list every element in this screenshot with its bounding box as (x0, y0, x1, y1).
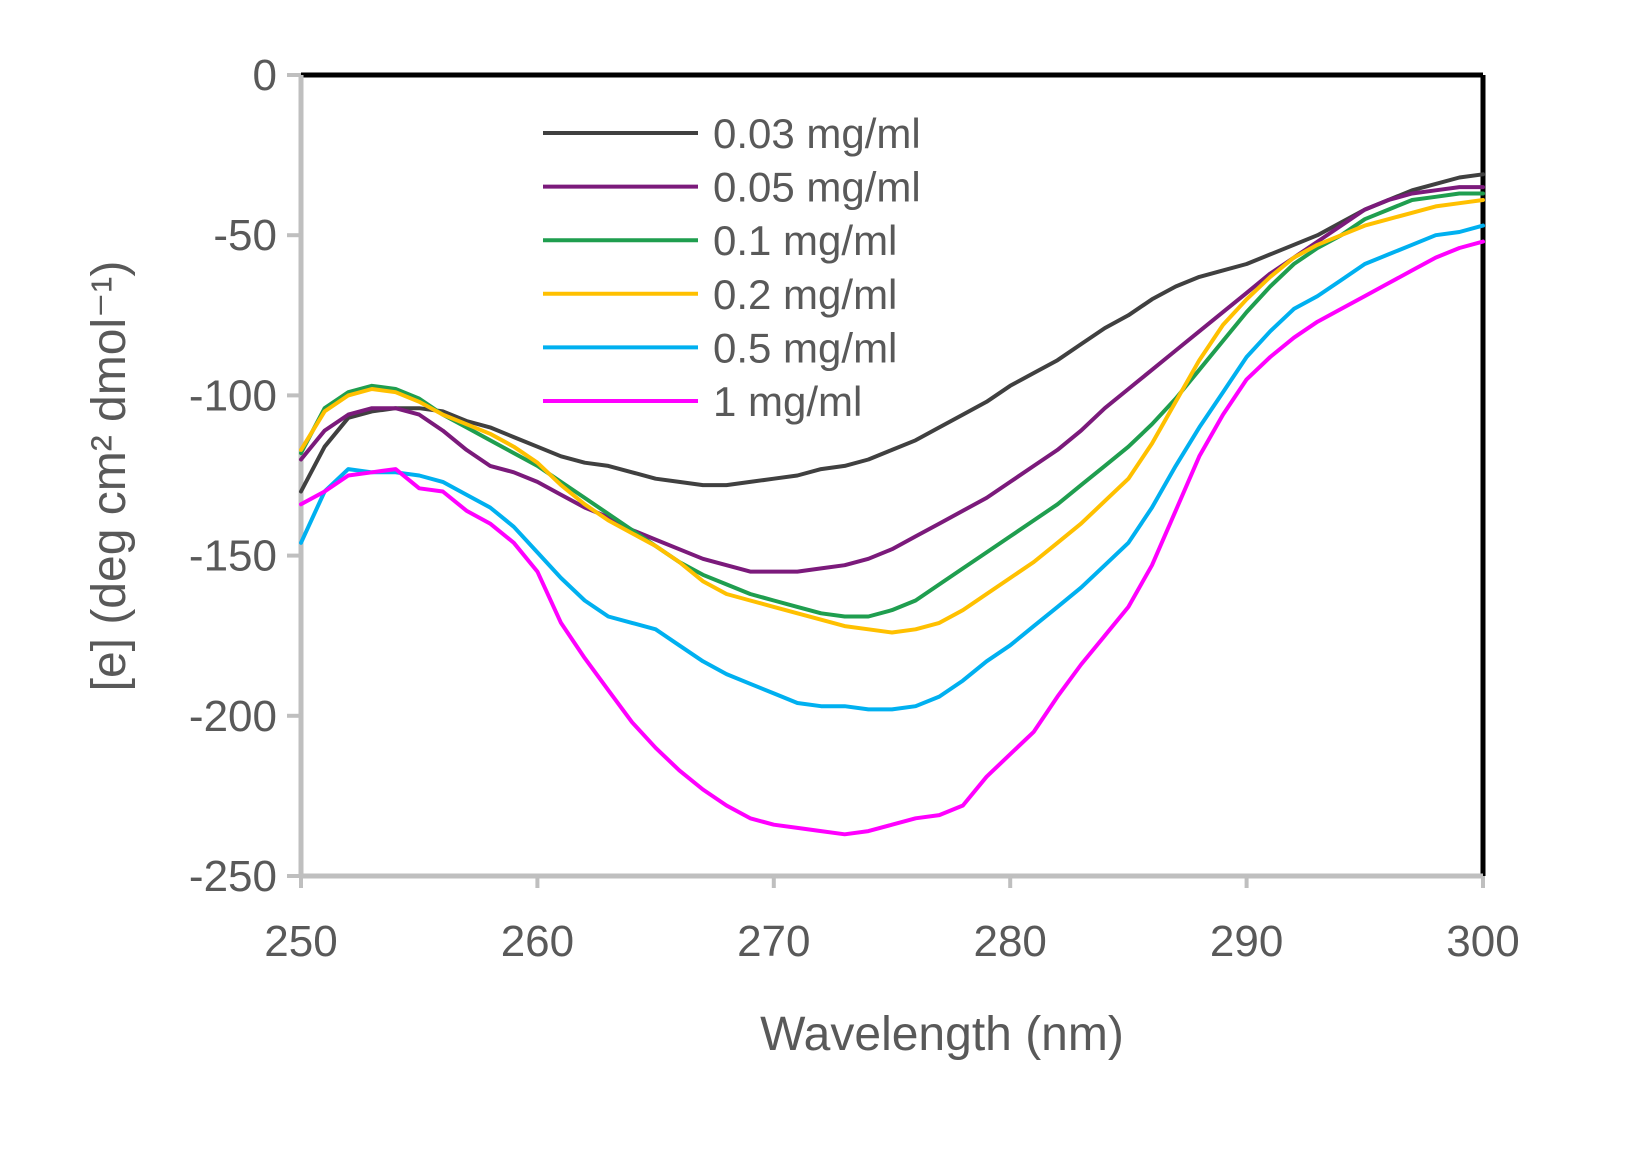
legend-label-0: 0.03 mg/ml (713, 110, 921, 157)
series-line-3 (299, 198, 1485, 635)
y-tick-label: -250 (189, 852, 277, 901)
axis-ticks: 250 260 270 280 290 300 0 -50 -100 -150 -200 -250 (189, 51, 1520, 966)
y-tick-label: -50 (213, 211, 277, 260)
legend-label-4: 0.5 mg/ml (713, 324, 897, 371)
legend-label-3: 0.2 mg/ml (713, 271, 897, 318)
legend: 0.03 mg/ml 0.05 mg/ml 0.1 mg/ml 0.2 mg/ml 0.… (543, 110, 921, 425)
x-tick-label: 250 (264, 917, 337, 966)
x-tick-label: 290 (1210, 917, 1283, 966)
series-line-0 (299, 172, 1485, 494)
legend-label-1: 0.05 mg/ml (713, 164, 921, 211)
x-tick-label: 280 (973, 917, 1046, 966)
y-tick-label: -200 (189, 692, 277, 741)
x-tick-label: 270 (737, 917, 810, 966)
series-lines (299, 172, 1485, 837)
legend-label-2: 0.1 mg/ml (713, 217, 897, 264)
y-tick-label: -100 (189, 371, 277, 420)
series-line-4 (299, 223, 1485, 712)
y-tick-label: 0 (253, 51, 277, 100)
series-line-2 (299, 191, 1485, 619)
x-tick-label: 260 (501, 917, 574, 966)
legend-label-5: 1 mg/ml (713, 378, 862, 425)
y-axis-title: [e] (deg cm² dmol⁻¹) (83, 261, 136, 692)
y-tick-label: -150 (189, 532, 277, 581)
x-tick-label: 300 (1446, 917, 1519, 966)
series-line-5 (299, 239, 1485, 837)
x-axis-title: Wavelength (nm) (760, 1008, 1124, 1061)
